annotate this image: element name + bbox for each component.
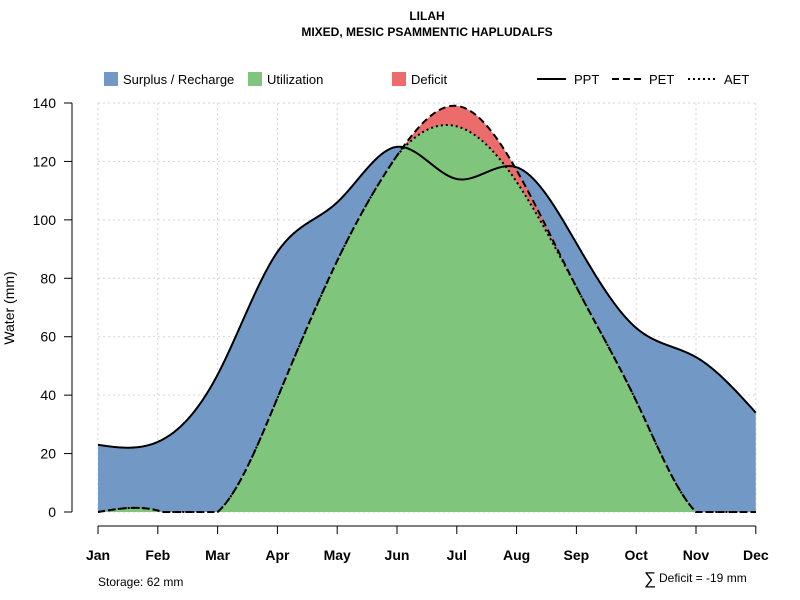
x-tick-label: Apr — [265, 547, 290, 563]
legend-label-pet: PET — [649, 72, 674, 87]
y-tick-label: 120 — [33, 153, 57, 169]
y-tick-label: 0 — [48, 504, 56, 520]
deficit-annotation: Deficit = -19 mm — [659, 571, 747, 585]
legend-swatch-deficit — [392, 72, 406, 86]
y-tick-label: 80 — [40, 270, 56, 286]
y-tick-label: 40 — [40, 387, 56, 403]
legend-label-utilization: Utilization — [267, 72, 323, 87]
x-tick-label: Jan — [86, 547, 110, 563]
axes: 0 20 40 60 80 100 120 140 Jan Feb Mar Apr May Jun Jul A… — [33, 95, 769, 563]
y-tick-label: 100 — [33, 212, 57, 228]
x-tick-label: Aug — [503, 547, 530, 563]
legend-label-deficit: Deficit — [411, 72, 448, 87]
y-tick-label: 20 — [40, 446, 56, 462]
x-tick-label: Feb — [145, 547, 170, 563]
x-tick-label: Jun — [385, 547, 410, 563]
x-tick-label: Jul — [447, 547, 467, 563]
legend-label-ppt: PPT — [574, 72, 599, 87]
sum-icon: ∑ — [644, 569, 656, 588]
storage-annotation: Storage: 62 mm — [98, 575, 183, 589]
series-lines — [97, 104, 757, 513]
x-tick-label: Dec — [743, 547, 769, 563]
y-tick-label: 140 — [33, 95, 57, 111]
legend-label-surplus: Surplus / Recharge — [123, 72, 234, 87]
series-line-ppt — [97, 145, 757, 449]
legend-label-aet: AET — [724, 72, 749, 87]
legend: Surplus / Recharge Utilization Deficit P… — [104, 72, 749, 87]
areas — [98, 105, 756, 512]
chart-subtitle: MIXED, MESIC PSAMMENTIC HAPLUDALFS — [301, 25, 552, 39]
x-tick-label: Mar — [205, 547, 230, 563]
x-tick-label: May — [324, 547, 351, 563]
x-tick-label: Sep — [564, 547, 590, 563]
chart-title: LILAH — [409, 9, 444, 23]
x-tick-label: Nov — [683, 547, 710, 563]
y-tick-label: 60 — [40, 329, 56, 345]
y-axis-label: Water (mm) — [1, 271, 17, 344]
x-tick-label: Oct — [625, 547, 649, 563]
series-line-pet — [97, 104, 756, 513]
legend-swatch-surplus — [104, 72, 118, 86]
area-utilization — [98, 125, 756, 512]
legend-swatch-utilization — [248, 72, 262, 86]
